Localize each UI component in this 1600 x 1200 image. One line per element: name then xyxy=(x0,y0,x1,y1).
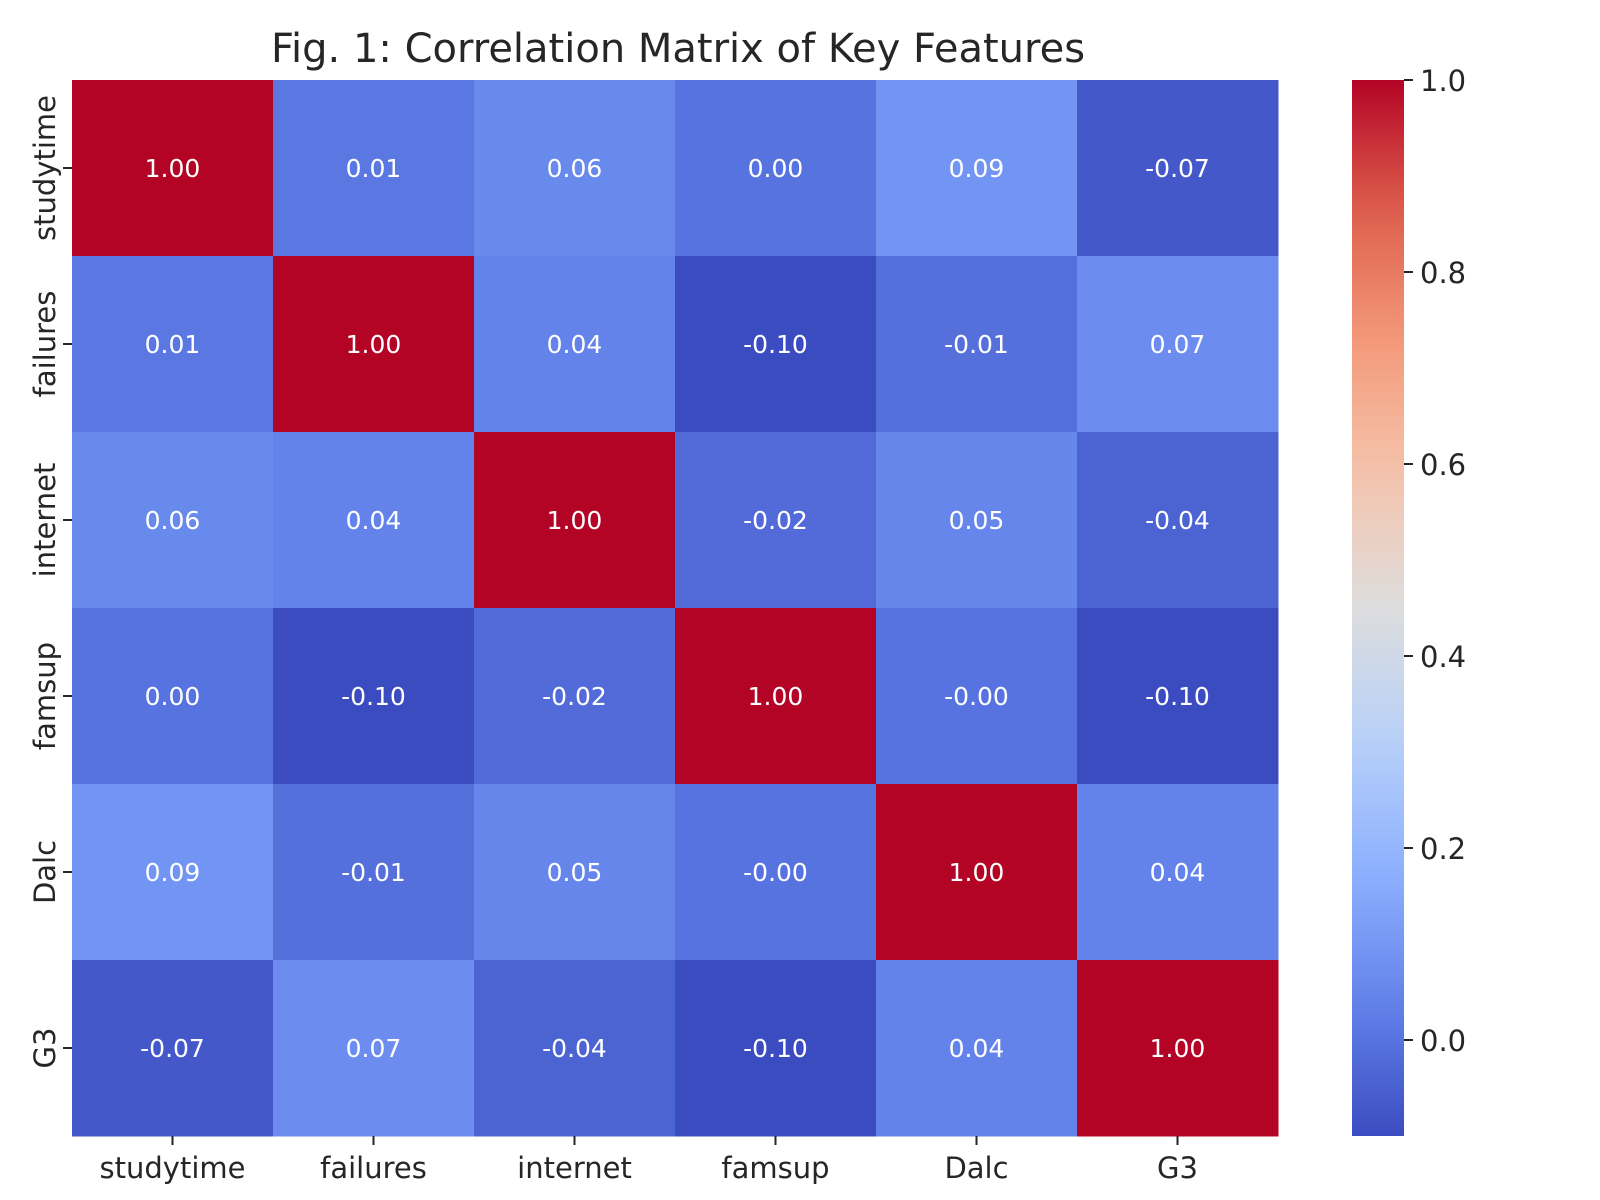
heatmap-cells xyxy=(72,80,1279,1137)
colorbar: 0.0 0.2 0.4 0.6 0.8 1.0 xyxy=(1352,64,1466,1136)
cell-value-label: 0.06 xyxy=(145,506,201,535)
heatmap-cell xyxy=(876,432,1078,609)
heatmap-cell xyxy=(474,960,676,1137)
cell-value-label: -0.02 xyxy=(542,682,607,711)
heatmap-cell xyxy=(474,80,676,257)
cell-value-label: -0.07 xyxy=(1145,154,1210,183)
cell-value-label: 0.01 xyxy=(145,330,201,359)
x-tick-label: famsup xyxy=(721,1151,829,1185)
cell-value-label: -0.10 xyxy=(743,330,808,359)
cell-value-label: -0.00 xyxy=(944,682,1009,711)
heatmap-cell xyxy=(1077,80,1279,257)
cell-value-label: -0.02 xyxy=(743,506,808,535)
x-tick-label: failures xyxy=(320,1151,427,1185)
cell-value-label: 0.05 xyxy=(547,858,603,887)
colorbar-tick-label: 0.0 xyxy=(1420,1024,1466,1058)
heatmap-cell xyxy=(72,608,274,785)
y-tick-label: famsup xyxy=(28,642,62,750)
heatmap-cell xyxy=(675,960,877,1137)
heatmap-cell xyxy=(273,608,475,785)
x-tick-label: internet xyxy=(517,1151,632,1185)
heatmap-cell xyxy=(72,784,274,961)
cell-value-label: 1.00 xyxy=(547,506,603,535)
cell-value-label: 0.07 xyxy=(1150,330,1206,359)
cell-value-label: 1.00 xyxy=(145,154,201,183)
heatmap-cell xyxy=(876,960,1078,1137)
heatmap-cell xyxy=(474,256,676,433)
cell-value-label: -0.04 xyxy=(1145,506,1210,535)
heatmap-cell xyxy=(273,256,475,433)
heatmap-cell xyxy=(72,80,274,257)
heatmap-cell xyxy=(474,608,676,785)
cell-value-label: -0.04 xyxy=(542,1034,607,1063)
x-tick-label: Dalc xyxy=(944,1151,1008,1185)
colorbar-tick-label: 0.6 xyxy=(1420,448,1466,482)
colorbar-tick-label: 1.0 xyxy=(1420,64,1466,98)
heatmap-cell xyxy=(1077,256,1279,433)
cell-value-label: -0.07 xyxy=(140,1034,205,1063)
heatmap-cell xyxy=(876,256,1078,433)
cell-value-label: 0.09 xyxy=(145,858,201,887)
cell-value-label: -0.01 xyxy=(341,858,406,887)
heatmap-cell xyxy=(72,256,274,433)
heatmap-cell xyxy=(675,80,877,257)
y-axis-ticks: studytime failures internet famsup Dalc G3 xyxy=(28,95,72,1068)
heatmap-cell xyxy=(1077,960,1279,1137)
cell-value-label: 0.09 xyxy=(949,154,1005,183)
cell-value-label: -0.01 xyxy=(944,330,1009,359)
heatmap-cell xyxy=(675,608,877,785)
heatmap-cell xyxy=(675,256,877,433)
colorbar-tick-label: 0.8 xyxy=(1420,256,1466,290)
heatmap-cell xyxy=(876,784,1078,961)
cell-value-label: 0.04 xyxy=(1150,858,1206,887)
cell-value-label: 1.00 xyxy=(748,682,804,711)
y-tick-label: failures xyxy=(28,291,62,398)
colorbar-tick-label: 0.4 xyxy=(1420,640,1466,674)
cell-value-label: 1.00 xyxy=(1150,1034,1206,1063)
cell-value-label: 0.04 xyxy=(547,330,603,359)
heatmap-cell xyxy=(273,784,475,961)
x-axis-ticks: studytime failures internet famsup Dalc G3 xyxy=(100,1136,1198,1185)
cell-annotations: 1.00 0.01 0.06 0.00 0.09 -0.07 0.01 1.00 0.04 -0.… xyxy=(140,154,1210,1063)
y-tick-label: studytime xyxy=(28,95,62,241)
cell-value-label: 0.06 xyxy=(547,154,603,183)
cell-value-label: 1.00 xyxy=(346,330,402,359)
heatmap-cell xyxy=(876,608,1078,785)
cell-value-label: -0.00 xyxy=(743,858,808,887)
heatmap-cell xyxy=(72,960,274,1137)
cell-value-label: 0.01 xyxy=(346,154,402,183)
y-tick-label: Dalc xyxy=(28,840,62,904)
heatmap-cell xyxy=(474,784,676,961)
cell-value-label: 0.00 xyxy=(145,682,201,711)
chart-title: Fig. 1: Correlation Matrix of Key Featur… xyxy=(271,26,1085,72)
heatmap-cell xyxy=(1077,432,1279,609)
colorbar-gradient xyxy=(1352,80,1404,1136)
cell-value-label: 0.04 xyxy=(346,506,402,535)
x-tick-label: G3 xyxy=(1157,1151,1198,1185)
heatmap-cell xyxy=(72,432,274,609)
heatmap-cell xyxy=(474,432,676,609)
cell-value-label: 0.00 xyxy=(748,154,804,183)
cell-value-label: 1.00 xyxy=(949,858,1005,887)
heatmap-cell xyxy=(675,784,877,961)
cell-value-label: -0.10 xyxy=(743,1034,808,1063)
y-tick-label: internet xyxy=(28,463,62,578)
heatmap-cell xyxy=(675,432,877,609)
cell-value-label: -0.10 xyxy=(341,682,406,711)
cell-value-label: 0.07 xyxy=(346,1034,402,1063)
y-tick-label: G3 xyxy=(28,1028,62,1069)
heatmap-cell xyxy=(273,80,475,257)
heatmap-cell xyxy=(273,432,475,609)
heatmap-cell xyxy=(876,80,1078,257)
heatmap-cell xyxy=(1077,784,1279,961)
heatmap-cell xyxy=(273,960,475,1137)
x-tick-label: studytime xyxy=(100,1151,246,1185)
cell-value-label: -0.10 xyxy=(1145,682,1210,711)
colorbar-tick-label: 0.2 xyxy=(1420,832,1466,866)
cell-value-label: 0.04 xyxy=(949,1034,1005,1063)
heatmap-cell xyxy=(1077,608,1279,785)
cell-value-label: 0.05 xyxy=(949,506,1005,535)
